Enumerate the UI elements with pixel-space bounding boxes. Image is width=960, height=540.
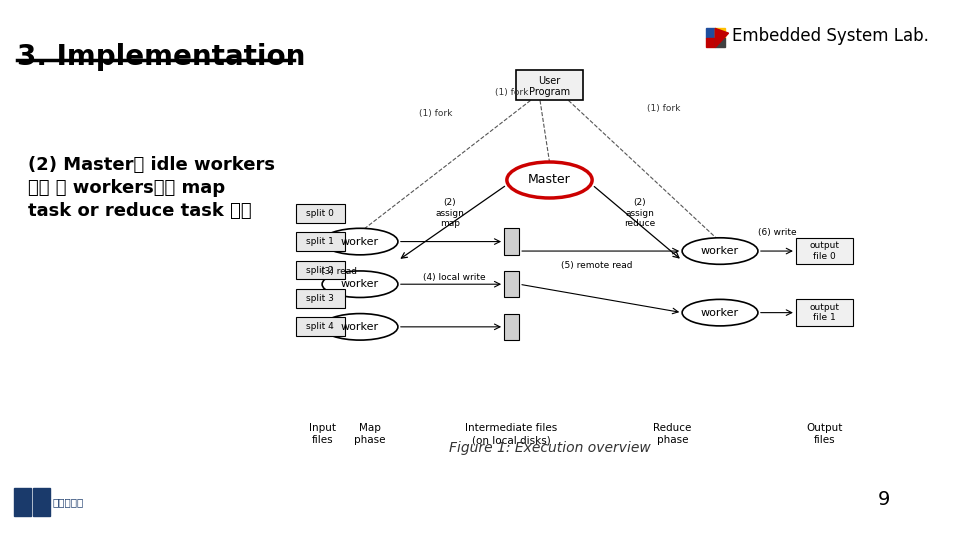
Text: 단국대학교: 단국대학교 [52,497,84,507]
Text: worker: worker [341,322,379,332]
Ellipse shape [683,238,758,264]
Ellipse shape [323,271,397,298]
Bar [504,271,519,298]
Bar [715,29,725,38]
Text: (5) remote read: (5) remote read [561,261,633,270]
Bar [516,70,583,100]
Bar [296,232,345,251]
Text: worker: worker [341,237,379,247]
Text: split 1: split 1 [306,237,334,246]
Text: split 2: split 2 [306,266,334,274]
Bar [296,289,345,308]
Text: worker: worker [341,279,379,289]
Text: Output
files: Output files [806,423,843,445]
Text: (2)
assign
map: (2) assign map [436,198,465,228]
Bar [715,38,725,48]
Text: (2) Master는 idle workers: (2) Master는 idle workers [29,156,276,174]
Text: (1) fork: (1) fork [495,89,528,97]
Bar [504,228,519,255]
Ellipse shape [683,299,758,326]
Text: 3. Implementation: 3. Implementation [17,43,305,71]
Polygon shape [715,29,729,48]
Text: User: User [539,76,561,85]
Bar [296,260,345,280]
Text: Reduce
phase: Reduce phase [654,423,692,445]
Text: 선택 각 workers에게 map: 선택 각 workers에게 map [29,179,226,197]
Text: Figure 1: Execution overview: Figure 1: Execution overview [448,441,650,455]
Bar [34,488,50,516]
Text: Map
phase: Map phase [353,423,385,445]
Bar [796,238,852,264]
Bar [14,488,32,516]
Ellipse shape [323,314,397,340]
Text: worker: worker [701,246,739,256]
Text: output
file 1: output file 1 [809,303,839,322]
Bar [706,38,715,48]
Bar [796,299,852,326]
Bar [706,29,715,38]
Text: (1) fork: (1) fork [420,109,452,118]
Text: Master: Master [528,173,571,186]
Text: worker: worker [701,308,739,318]
Text: task or reduce task 할당: task or reduce task 할당 [29,202,252,220]
Bar [296,318,345,336]
Text: (3) read: (3) read [322,267,357,276]
Text: Input
files: Input files [308,423,336,445]
Text: 9: 9 [878,490,891,509]
Bar [504,314,519,340]
Text: split 3: split 3 [306,294,334,303]
Text: split 4: split 4 [306,322,334,332]
Text: Program: Program [529,87,570,97]
Text: (2)
assign
reduce: (2) assign reduce [624,198,655,228]
Ellipse shape [323,228,397,255]
Text: split 0: split 0 [306,208,334,218]
Ellipse shape [507,162,592,198]
Text: (4) local write: (4) local write [423,273,486,282]
Text: (1) fork: (1) fork [646,104,680,113]
Text: Embedded System Lab.: Embedded System Lab. [732,27,929,45]
Bar [296,204,345,222]
Text: (6) write: (6) write [757,227,796,237]
Text: Intermediate files
(on local disks): Intermediate files (on local disks) [466,423,558,445]
Text: output
file 0: output file 0 [809,241,839,261]
